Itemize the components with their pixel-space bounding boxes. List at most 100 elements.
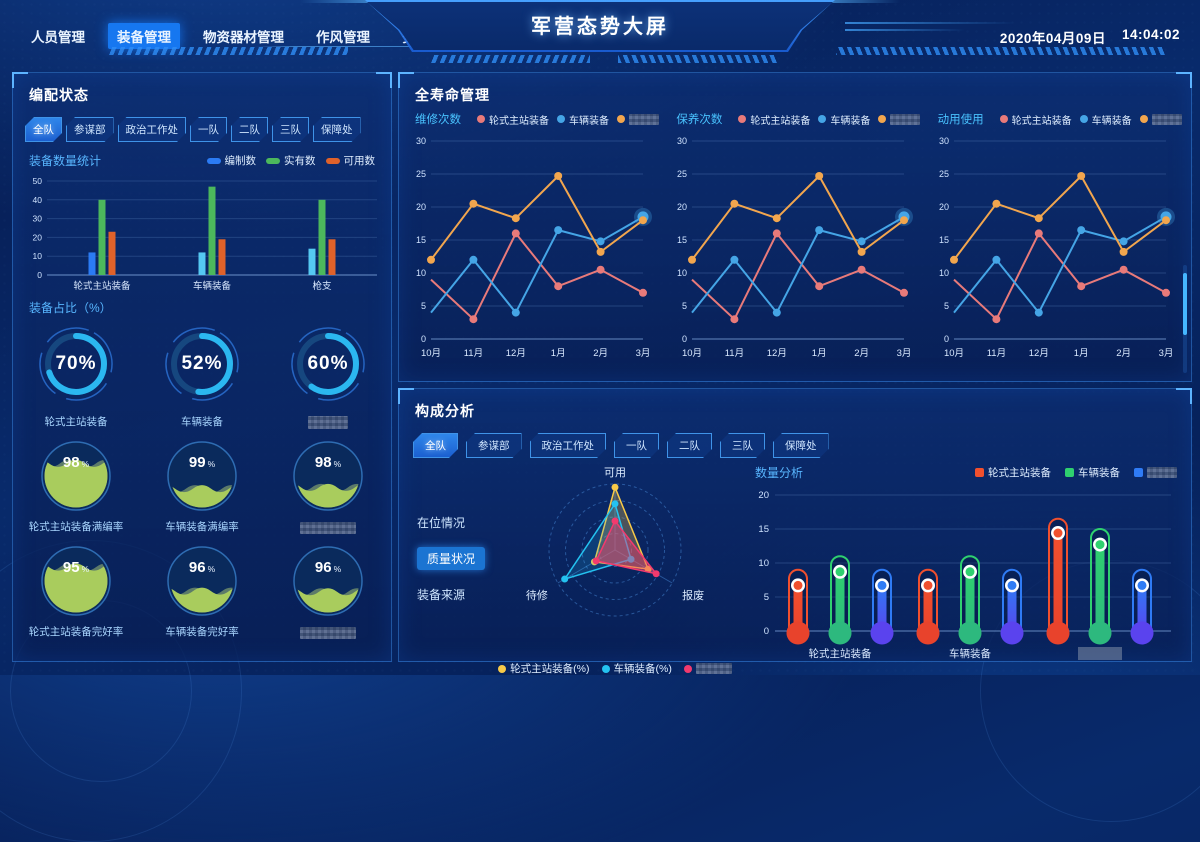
filter-button-staff[interactable]: 参谋部 (66, 117, 114, 142)
filter-button-all[interactable]: 全队 (25, 117, 62, 142)
date-text: 2020年04月09日 (999, 31, 1106, 46)
filter-button-team3[interactable]: 三队 (272, 117, 309, 142)
filter-button-team3[interactable]: 三队 (720, 433, 765, 458)
svg-text:30: 30 (416, 136, 426, 146)
gauge-wheeled-fillrate: 98% 轮式主站装备满编率 (20, 439, 132, 534)
svg-text:15: 15 (758, 524, 769, 535)
svg-text:1月: 1月 (551, 348, 566, 359)
filter-button-team2[interactable]: 二队 (231, 117, 268, 142)
top-header: 人员管理 装备管理 物资器材管理 作风管理 安防管理 军营态势大屏 2020年0… (0, 0, 1200, 64)
legend-dot (878, 115, 887, 123)
filter-button-staff[interactable]: 参谋部 (466, 433, 522, 458)
svg-text:10月: 10月 (682, 348, 702, 359)
svg-text:5: 5 (682, 301, 687, 311)
header-line-decoration (845, 22, 1015, 24)
svg-text:0: 0 (37, 270, 42, 280)
svg-text:10: 10 (33, 251, 43, 261)
filter-button-all[interactable]: 全队 (413, 433, 458, 458)
bar-chart-legend: 编制数 实有数 可用数 (206, 153, 375, 168)
menu-item-quality[interactable]: 质量状况 (417, 547, 486, 570)
svg-text:0: 0 (944, 334, 949, 344)
menu-item-source[interactable]: 装备来源 (417, 588, 466, 602)
legend-square (1134, 468, 1143, 477)
redacted-label (300, 521, 356, 534)
legend-dot (818, 115, 827, 123)
filter-button-team1[interactable]: 一队 (614, 433, 659, 458)
svg-text:10: 10 (416, 268, 426, 278)
legend-square (1065, 468, 1074, 477)
filter-button-team2[interactable]: 二队 (667, 433, 712, 458)
liquid-gauge (167, 546, 237, 617)
svg-text:10: 10 (758, 558, 769, 569)
svg-text:3月: 3月 (897, 348, 912, 359)
filter-button-political[interactable]: 政治工作处 (118, 117, 187, 142)
legend-swatch (206, 157, 221, 164)
nav-item-conduct[interactable]: 作风管理 (316, 30, 370, 45)
panel-scrollbar[interactable] (1183, 265, 1187, 373)
maintenance-chart-title: 保养次数 (676, 114, 723, 126)
svg-text:0: 0 (421, 334, 426, 344)
svg-text:15: 15 (677, 235, 687, 245)
donut-wheeled: 70% 轮式主站装备 (20, 320, 132, 429)
redacted-label (890, 113, 921, 125)
filter-button-team1[interactable]: 一队 (190, 117, 227, 142)
title-inner: 军营态势大屏 (367, 2, 833, 50)
nav-item-equipment[interactable]: 装备管理 (108, 23, 180, 49)
usage-chart-title: 动用使用 (937, 114, 984, 126)
radar-legend: 轮式主站装备(%) 车辆装备(%) (487, 661, 743, 676)
filter-button-political[interactable]: 政治工作处 (530, 433, 607, 458)
svg-text:0: 0 (764, 626, 769, 637)
allocation-panel-title: 编配状态 (29, 87, 89, 103)
legend-item-actual: 实有数 (266, 153, 316, 168)
redacted-label (695, 663, 732, 674)
composition-filter-bar: 全队 参谋部 政治工作处 一队 二队 三队 保障处 (413, 433, 1181, 458)
donut-redacted: 60% (272, 320, 384, 429)
svg-text:20: 20 (677, 202, 687, 212)
repair-line-chart: 0 5 10 15 20 25 30 10月 11月 12月 1月 2月 3月 (416, 136, 652, 359)
equipment-ratio-donuts: 70% 轮式主站装备 52% 车辆装备 60% (13, 320, 391, 429)
svg-text:40: 40 (33, 195, 43, 205)
scrollbar-thumb[interactable] (1183, 273, 1187, 335)
ratio-section-label: 装备占比（%） (29, 301, 112, 315)
nav-item-materials[interactable]: 物资器材管理 (203, 30, 284, 45)
equipment-count-bar-chart: 0 10 20 30 40 50 轮式主站装备 车辆装备 枪支 (33, 176, 377, 292)
svg-text:20: 20 (33, 232, 43, 242)
svg-text:待修: 待修 (526, 588, 548, 602)
fill-rate-gauges: 98% 轮式主站装备满编率 99% 车辆装备满编率 98% (13, 439, 391, 534)
svg-text:50: 50 (33, 176, 43, 186)
donut-value: 52% (181, 353, 223, 374)
gauge-vehicle-fillrate: 99% 车辆装备满编率 (146, 439, 258, 534)
svg-text:15: 15 (939, 235, 949, 245)
svg-text:12月: 12月 (506, 348, 526, 359)
svg-text:轮式主站装备: 轮式主站装备 (73, 280, 131, 292)
lifecycle-panel-title: 全寿命管理 (415, 87, 490, 103)
page-title-frame: 军营态势大屏 (365, 0, 835, 52)
legend-dot (1079, 115, 1088, 123)
filter-button-support[interactable]: 保障处 (773, 433, 829, 458)
nav-item-personnel[interactable]: 人员管理 (31, 30, 85, 45)
svg-text:30: 30 (33, 214, 43, 224)
svg-text:3月: 3月 (1158, 348, 1173, 359)
svg-text:5: 5 (944, 301, 949, 311)
donut-label: 轮式主站装备 (44, 416, 108, 428)
gauge-label: 轮式主站装备满编率 (28, 521, 124, 534)
chevron-stripes-decoration (108, 47, 348, 55)
svg-text:可用: 可用 (604, 467, 626, 479)
page-title: 军营态势大屏 (531, 15, 669, 38)
usage-chart-block: 动用使用 轮式主站装备 车辆装备 0 5 10 15 20 25 30 10月 11月 12月 1月… (926, 105, 1187, 368)
legend-dot (738, 115, 747, 123)
gauge-redacted-fillrate: 98% (272, 439, 384, 534)
gauge-label: 车辆装备满编率 (165, 521, 239, 534)
quantity-analysis-block: 数量分析 轮式主站装备 车辆装备 0 5 10 15 20 轮式主站装备 车辆装备 (743, 458, 1191, 680)
time-text: 14:04:02 (1121, 27, 1180, 42)
header-line-decoration (845, 29, 965, 31)
legend-dot (617, 115, 625, 123)
legend-item-available: 可用数 (325, 153, 375, 168)
menu-item-presence[interactable]: 在位情况 (417, 516, 466, 530)
donut-vehicle: 52% 车辆装备 (146, 320, 258, 429)
redacted-label (300, 626, 356, 639)
allocation-status-panel: 编配状态 全队 参谋部 政治工作处 一队 二队 三队 保障处 装备数量统计 编制… (12, 72, 392, 662)
donut-chart (165, 327, 239, 401)
liquid-gauge (293, 441, 363, 512)
filter-button-support[interactable]: 保障处 (313, 117, 361, 142)
